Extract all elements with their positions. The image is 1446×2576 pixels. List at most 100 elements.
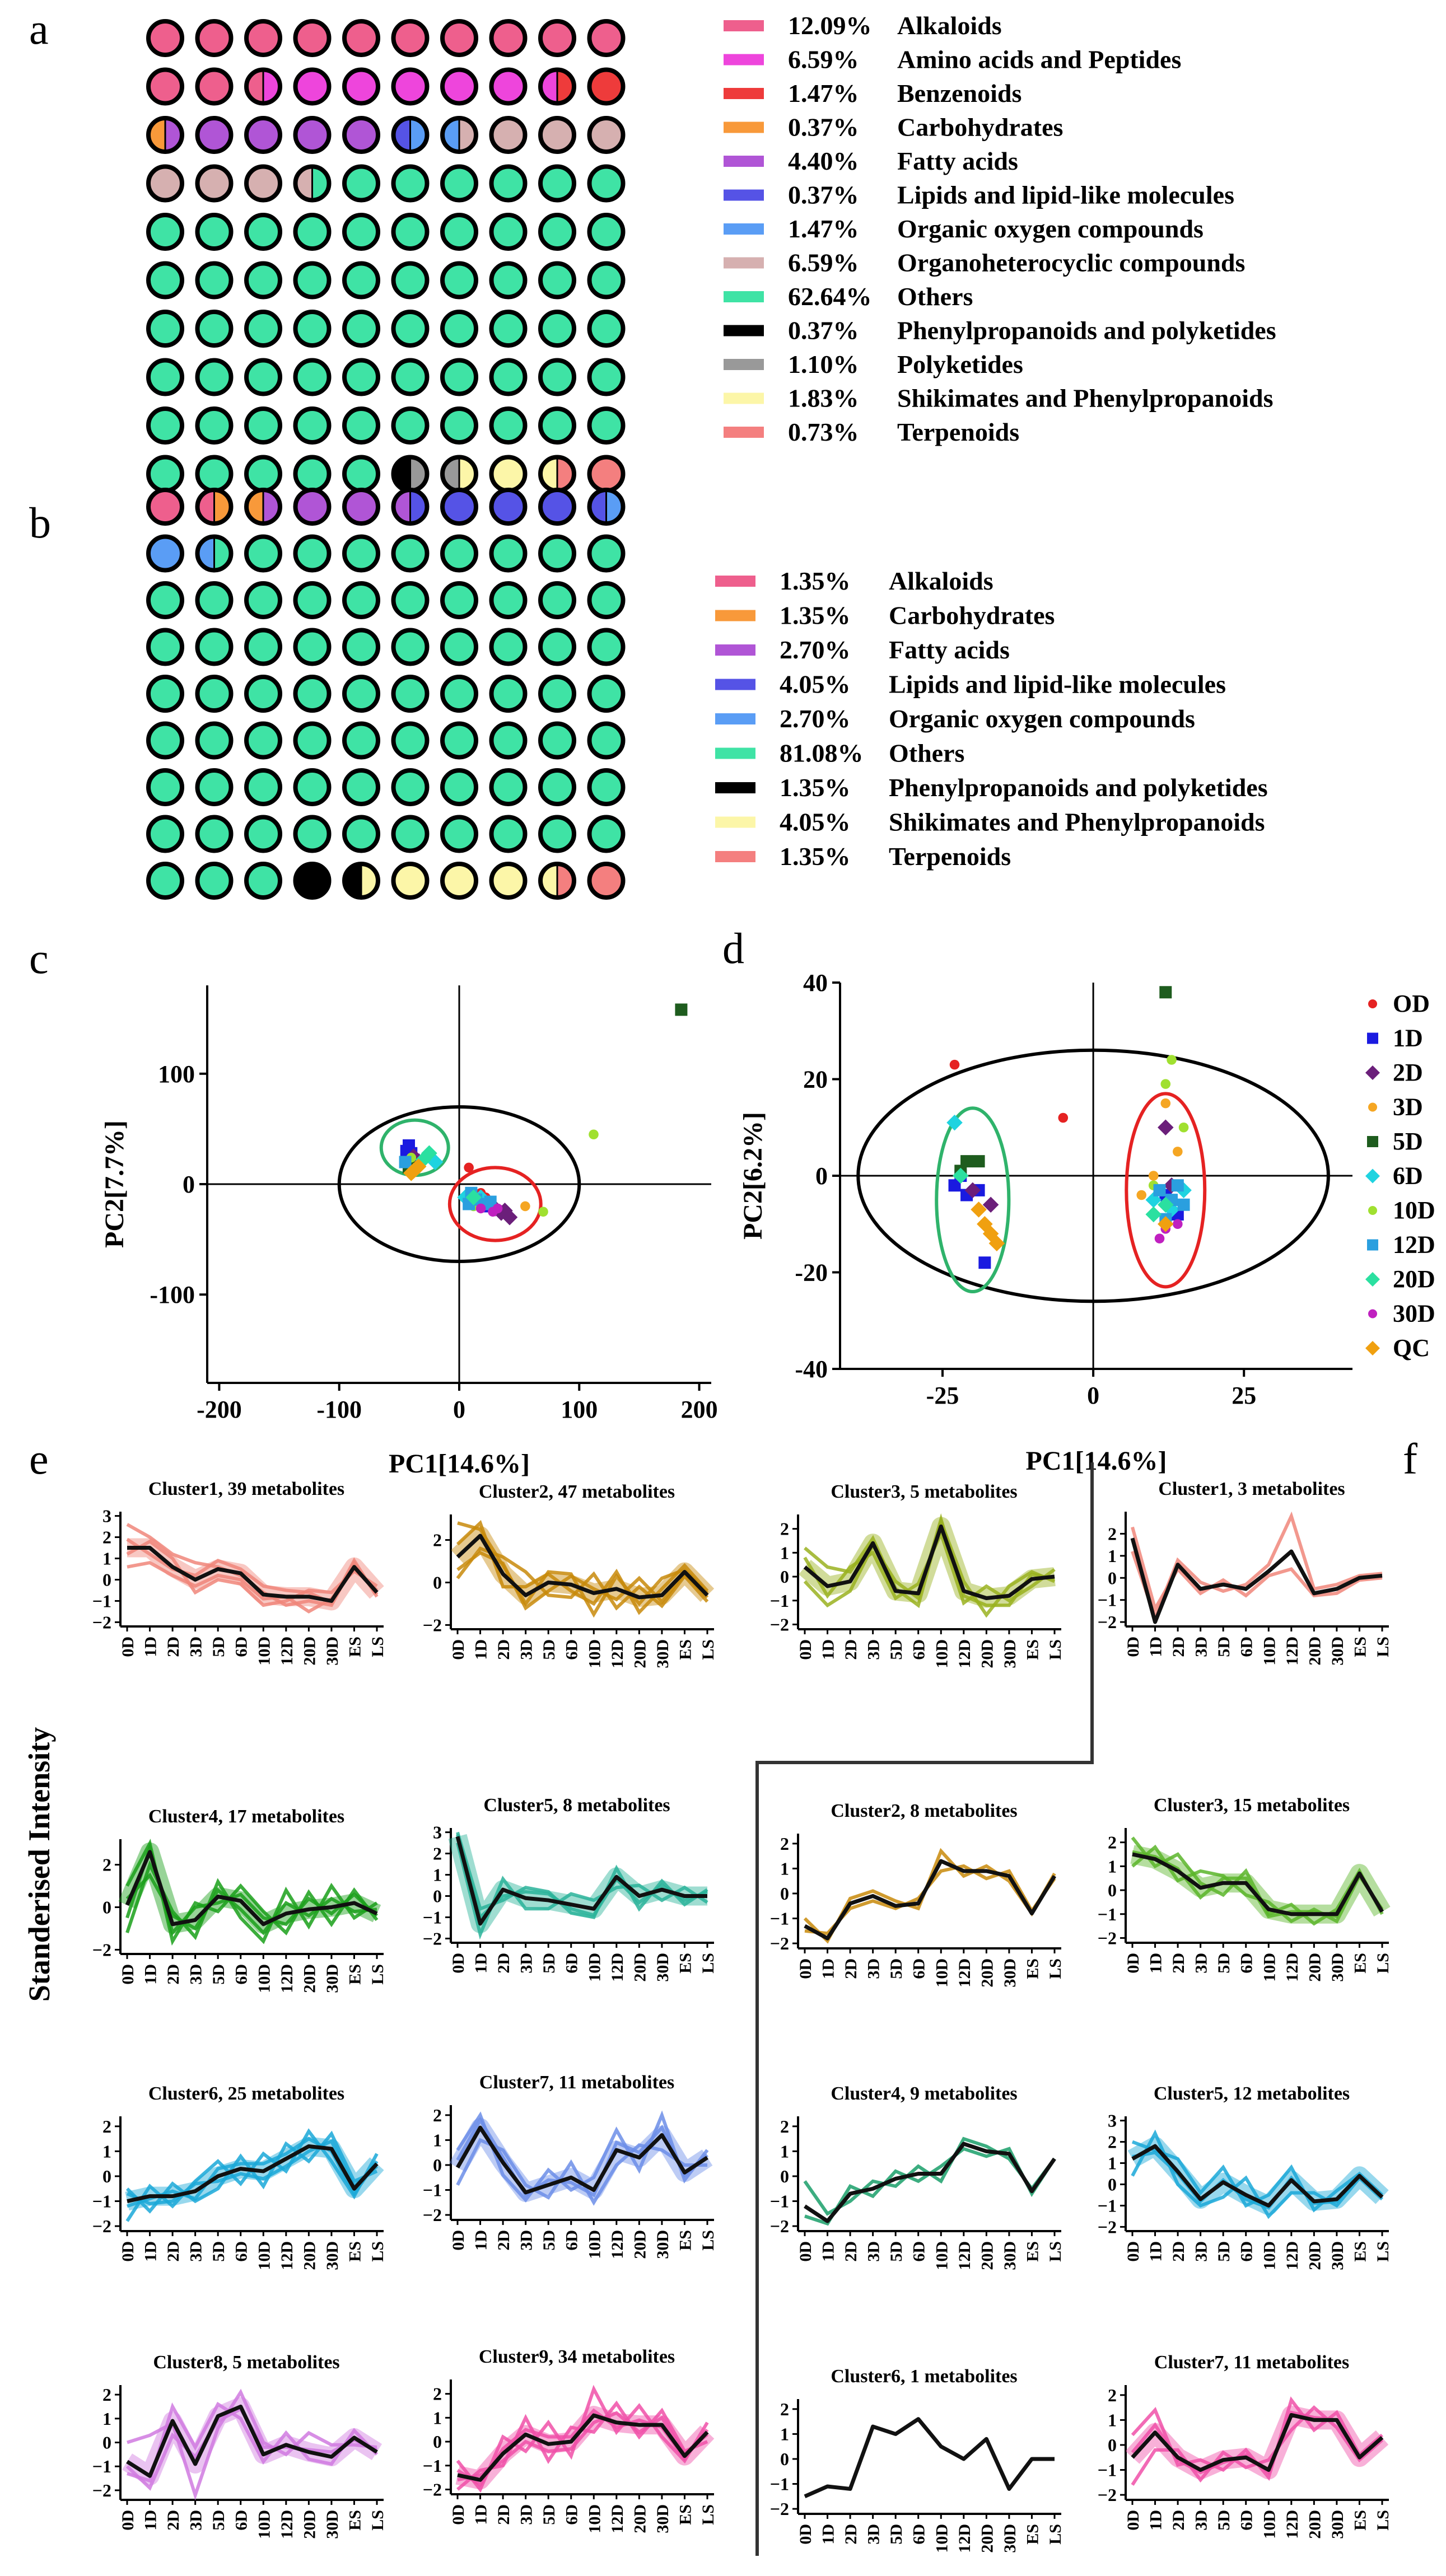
x-tick-label: 10D (1260, 1637, 1279, 1666)
y-tick-label: 2 (102, 1855, 111, 1875)
x-tick-label: 5D (209, 2241, 228, 2262)
waffle-cell-circle (391, 581, 430, 619)
waffle-cell (293, 581, 332, 619)
y-tick-label: 1 (433, 2407, 442, 2428)
waffle-cell-circle (146, 67, 184, 106)
waffle-cell (587, 815, 626, 853)
waffle-cell (587, 628, 626, 666)
waffle-cell-circle (489, 815, 528, 853)
waffle-cell (538, 721, 576, 760)
waffle-cell-circle (146, 261, 184, 300)
legend-pct: 1.47% (788, 214, 859, 243)
x-tick-label: 10D (585, 2504, 604, 2533)
y-axis-label: PC2[7.7%] (100, 1120, 129, 1248)
y-tick-label: −1 (92, 2456, 111, 2476)
waffle-cell (195, 862, 234, 900)
waffle-cell (587, 721, 626, 760)
x-tick-label: 6D (910, 2524, 929, 2545)
waffle-cell (489, 213, 528, 251)
waffle-cell (244, 815, 282, 853)
waffle-cell-circle (342, 488, 380, 526)
data-point-circle (464, 1162, 474, 1173)
x-tick-label: 5D (540, 2230, 558, 2251)
legend-swatch (715, 610, 755, 621)
waffle-cell-circle (293, 488, 332, 526)
x-tick-label: 6D (910, 2241, 929, 2262)
waffle-cell-circle (440, 261, 478, 300)
x-tick-label: 30D (1001, 2241, 1019, 2270)
legend-pct: 4.40% (788, 147, 859, 175)
data-point-square (484, 1195, 497, 1208)
data-point-square (1153, 1184, 1166, 1196)
waffle-cell-circle (440, 213, 478, 251)
waffle-cell (342, 581, 380, 619)
panel-label-b: b (29, 498, 51, 547)
waffle-cell-circle (244, 628, 282, 666)
y-tick-label: 0 (780, 2449, 789, 2469)
waffle-cell-circle (440, 675, 478, 713)
waffle-cell-circle (440, 862, 478, 900)
waffle-cell-circle (244, 862, 282, 900)
x-tick-label: 10D (255, 2241, 273, 2270)
x-tick-label: ES (676, 2230, 694, 2251)
legend-name: Shikimates and Phenylpropanoids (897, 384, 1274, 413)
waffle-cell (342, 116, 380, 154)
x-tick-label: 0D (449, 1639, 468, 1660)
legend-name: Lipids and lipid-like molecules (889, 670, 1226, 699)
data-point-diamond (946, 1114, 963, 1131)
x-tick-label: 1D (472, 1639, 491, 1660)
cluster-title: Cluster4, 9 metabolites (831, 2083, 1017, 2104)
waffle-cell (440, 862, 478, 900)
waffle-cell-circle (440, 358, 478, 396)
waffle-cell (391, 310, 430, 348)
waffle-cell-circle (146, 862, 184, 900)
x-tick-label: LS (369, 2241, 387, 2262)
x-tick-label: LS (1046, 1639, 1065, 1660)
waffle-cell (195, 164, 234, 203)
waffle-cell-circle (489, 67, 528, 106)
waffle-cell-circle (587, 116, 626, 154)
waffle-cell (391, 67, 430, 106)
x-tick-label: 0D (1124, 1953, 1142, 1974)
waffle-chart-b (146, 488, 626, 900)
waffle-cell (587, 310, 626, 348)
waffle-cell-circle (587, 721, 626, 760)
x-tick-label: 6D (563, 2504, 581, 2525)
data-point-circle (1368, 1102, 1377, 1112)
metabolite-line (1131, 1526, 1383, 1614)
cluster-mean-line (1131, 2413, 1384, 2472)
waffle-cell (538, 310, 576, 348)
cluster-title: Cluster4, 17 metabolites (148, 1806, 344, 1827)
x-tick-label: 30D (1001, 2524, 1019, 2553)
waffle-cell (342, 19, 380, 57)
x-tick-label: 5D (540, 2504, 558, 2525)
waffle-cell-circle (391, 164, 430, 203)
x-tick-label: LS (699, 1953, 717, 1974)
waffle-cell (440, 358, 478, 396)
waffle-cell-circle (195, 815, 234, 853)
waffle-cell-circle (391, 358, 430, 396)
data-point-square (960, 1155, 973, 1168)
cluster-mean-line (457, 2413, 709, 2482)
waffle-cell (146, 116, 184, 154)
y-tick-label: −2 (423, 2205, 442, 2225)
legend-swatch (724, 121, 764, 133)
waffle-cell-circle (587, 67, 626, 106)
y-tick-label: 0 (1108, 1880, 1117, 1900)
x-tick-label: 5D (540, 1639, 558, 1660)
cluster-band (127, 1538, 384, 1611)
y-tick-label: 20 (803, 1066, 828, 1093)
x-tick-label: 2D (1169, 1953, 1188, 1974)
waffle-cell-circle (293, 675, 332, 713)
legend-name: Lipids and lipid-like molecules (897, 181, 1234, 209)
x-tick-label: 0D (449, 2230, 468, 2251)
waffle-cell (244, 406, 282, 445)
x-tick-label: 5D (887, 2524, 906, 2545)
waffle-cell (489, 164, 528, 203)
x-tick-label: 1D (472, 2504, 491, 2525)
y-tick-label: 1 (780, 1542, 789, 1563)
y-tick-label: 2 (780, 2399, 789, 2419)
waffle-cell-circle (391, 534, 430, 573)
y-tick-label: 2 (433, 2105, 442, 2125)
